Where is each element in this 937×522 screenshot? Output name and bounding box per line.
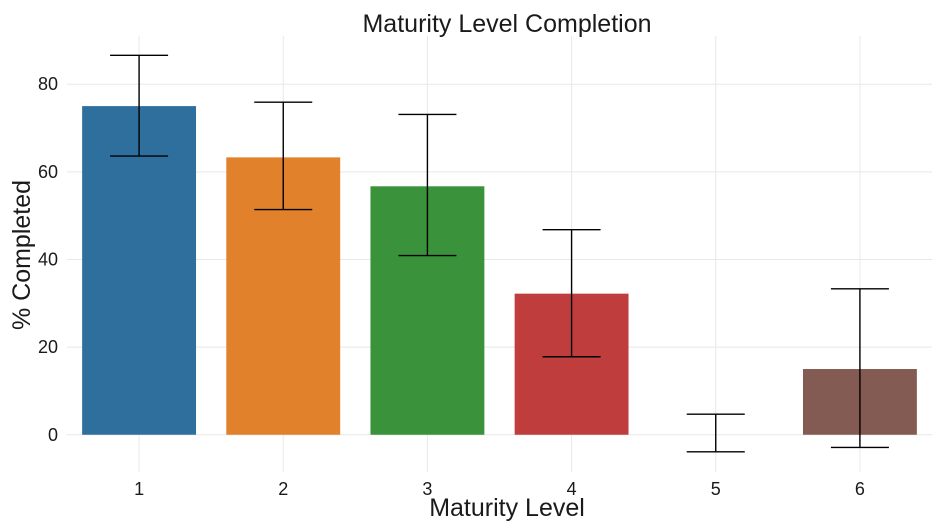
x-tick-label: 2: [278, 479, 288, 499]
x-tick-label: 6: [855, 479, 865, 499]
gridlines: [67, 36, 932, 472]
x-tick-label: 3: [422, 479, 432, 499]
y-tick-label: 60: [38, 162, 58, 182]
chart-title: Maturity Level Completion: [362, 10, 651, 38]
x-tick-label: 4: [567, 479, 577, 499]
x-tick-label: 1: [134, 479, 144, 499]
y-tick-label: 80: [38, 74, 58, 94]
y-tick-label: 0: [48, 425, 58, 445]
bar-level-1: [82, 106, 197, 435]
y-tick-label: 20: [38, 337, 58, 357]
y-tick-label: 40: [38, 249, 58, 269]
x-axis-label: Maturity Level: [429, 494, 585, 522]
y-axis-ticks: 0 20 40 60 80: [38, 74, 58, 445]
error-bars: [110, 54, 889, 453]
bars: [82, 106, 917, 435]
y-axis-label: % Completed: [8, 180, 36, 330]
x-axis-ticks: 1 2 3 4 5 6: [134, 479, 865, 499]
x-tick-label: 5: [711, 479, 721, 499]
